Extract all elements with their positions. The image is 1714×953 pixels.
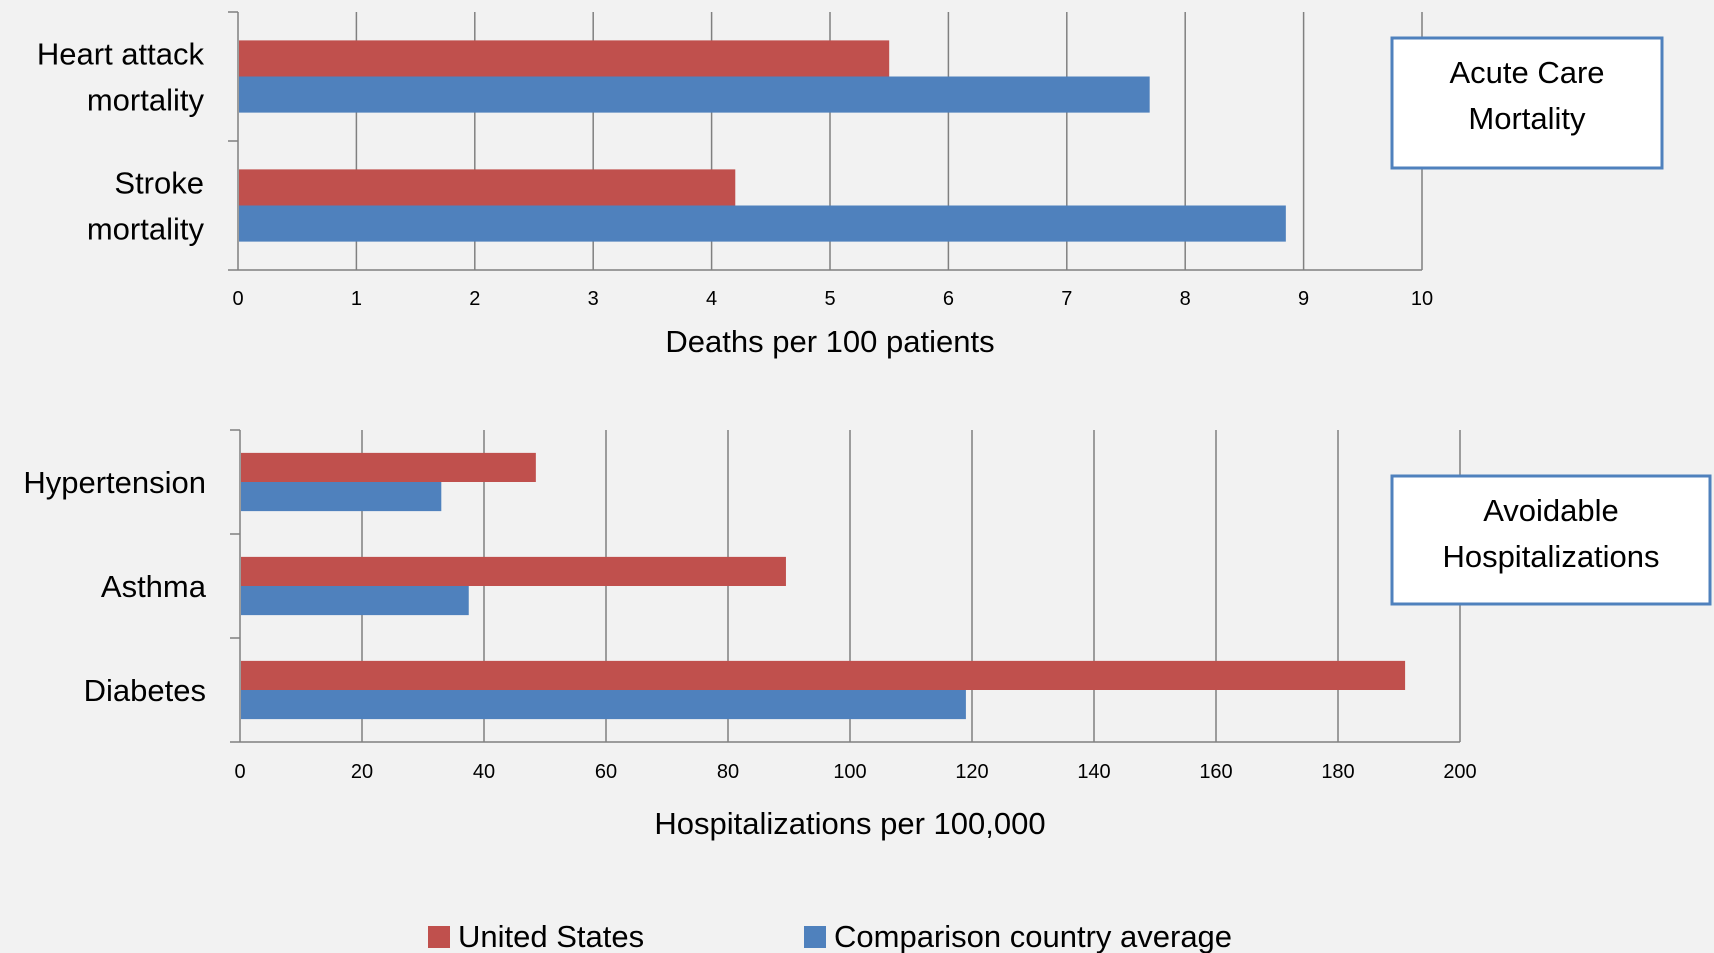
- annotation-box-text: Avoidable Hospitalizations: [1442, 493, 1659, 574]
- x-tick-label: 0: [232, 288, 243, 310]
- x-tick-label: 180: [1321, 761, 1354, 783]
- bar-us: [241, 556, 786, 586]
- x-tick-label: 5: [824, 288, 835, 310]
- legend-swatch: [804, 926, 826, 948]
- chart-panel-1: Heart attack mortality Stroke mortality 0 1 2 3…: [37, 11, 1664, 359]
- x-tick-label: 200: [1443, 761, 1476, 783]
- category-label: Hypertension: [23, 465, 206, 500]
- x-tick-label: 120: [955, 761, 988, 783]
- x-axis-title: Hospitalizations per 100,000: [654, 806, 1045, 841]
- bar-comparison: [241, 690, 966, 720]
- bar-us: [241, 660, 1406, 690]
- bar-comparison: [239, 205, 1286, 242]
- bar-us: [239, 169, 736, 206]
- x-tick-label: 3: [588, 288, 599, 310]
- annotation-box-line: Mortality: [1468, 101, 1586, 136]
- category-label-line: Diabetes: [84, 673, 206, 708]
- x-tick-label: 160: [1199, 761, 1232, 783]
- legend-label: United States: [458, 919, 644, 953]
- annotation-box-text: Acute Care Mortality: [1449, 55, 1604, 136]
- legend: United States Comparison country average: [428, 919, 1232, 953]
- bar-us: [239, 40, 890, 77]
- x-tick-label: 8: [1180, 288, 1191, 310]
- bar-comparison: [241, 482, 442, 512]
- legend-label: Comparison country average: [834, 919, 1232, 953]
- x-tick-label: 7: [1061, 288, 1072, 310]
- x-tick-label: 140: [1077, 761, 1110, 783]
- category-label-line: Stroke: [114, 166, 204, 201]
- x-tick-label: 4: [706, 288, 717, 310]
- category-label: Stroke mortality: [87, 166, 205, 247]
- category-label: Heart attack mortality: [37, 37, 205, 118]
- chart-panel-2: Hypertension Asthma Diabetes 0 20 40 60 80 100 12…: [23, 429, 1712, 841]
- category-label-line: Asthma: [101, 569, 207, 604]
- category-label-line: Hypertension: [23, 465, 206, 500]
- annotation-box-line: Hospitalizations: [1442, 539, 1659, 574]
- bar-comparison: [239, 76, 1150, 113]
- x-tick-label: 6: [943, 288, 954, 310]
- x-tick-label: 80: [717, 761, 739, 783]
- x-tick-label: 9: [1298, 288, 1309, 310]
- x-tick-label: 60: [595, 761, 617, 783]
- category-label-line: mortality: [87, 212, 205, 247]
- x-tick-label: 2: [469, 288, 480, 310]
- legend-swatch: [428, 926, 450, 948]
- x-tick-label: 100: [833, 761, 866, 783]
- annotation-box-line: Acute Care: [1449, 55, 1604, 90]
- category-label-line: mortality: [87, 83, 205, 118]
- x-tick-label: 0: [234, 761, 245, 783]
- annotation-box: [1390, 474, 1712, 606]
- x-tick-label: 40: [473, 761, 495, 783]
- annotation-box: [1390, 36, 1664, 170]
- x-tick-label: 10: [1411, 288, 1433, 310]
- x-axis-title: Deaths per 100 patients: [665, 324, 994, 359]
- category-label: Diabetes: [84, 673, 206, 708]
- category-label-line: Heart attack: [37, 37, 205, 72]
- x-tick-label: 20: [351, 761, 373, 783]
- bar-us: [241, 452, 536, 482]
- category-label: Asthma: [101, 569, 207, 604]
- x-tick-label: 1: [351, 288, 362, 310]
- annotation-box-line: Avoidable: [1483, 493, 1619, 528]
- bar-comparison: [241, 586, 469, 616]
